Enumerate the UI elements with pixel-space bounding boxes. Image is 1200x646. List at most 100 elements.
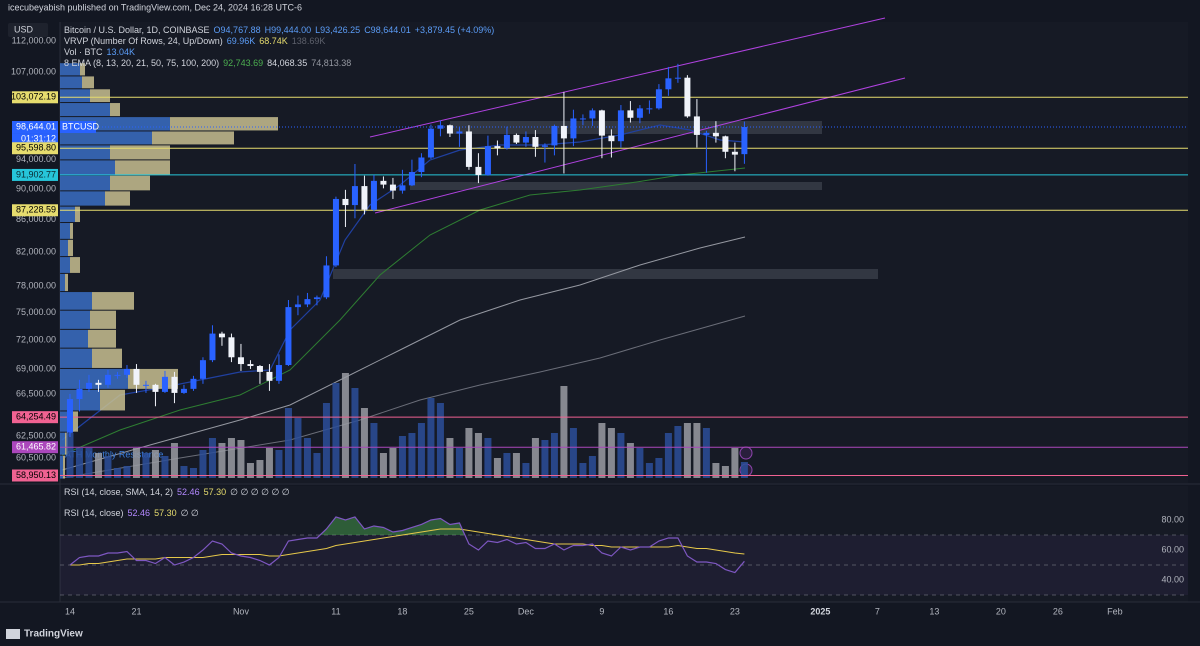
candle-body (741, 127, 748, 155)
candle-body (133, 368, 140, 385)
volume-bar (531, 438, 539, 478)
vrvp-down (170, 117, 278, 131)
candle-body (408, 172, 415, 186)
candle-body (674, 77, 681, 79)
vrvp-down (70, 223, 73, 239)
candle-body (275, 365, 282, 381)
level-label: 64,254.49 (16, 412, 56, 422)
x-tick-label: 23 (730, 606, 740, 616)
currency[interactable]: USD (14, 24, 34, 34)
candle-body (427, 128, 434, 158)
legend-line: Vol · BTC 13.04K (64, 47, 139, 57)
candle-body (560, 125, 567, 139)
volume-bar (85, 448, 93, 478)
x-tick-label: 13 (929, 606, 939, 616)
vrvp-up (60, 223, 70, 239)
candle-body (218, 333, 225, 338)
candle-body (304, 299, 311, 305)
candle-body (247, 364, 254, 367)
volume-bar (569, 428, 577, 478)
vrvp-down (115, 160, 170, 175)
vrvp-up (60, 368, 128, 389)
volume-bar (560, 386, 568, 478)
currency-button[interactable] (8, 23, 48, 37)
close: C98,644.01 (364, 25, 411, 35)
level-label: 58,950.13 (16, 470, 56, 480)
volume-bar (607, 428, 615, 478)
rsi-band (60, 534, 1188, 596)
x-tick-label: Dec (518, 606, 535, 616)
candle-body (351, 186, 358, 206)
vrvp-up (60, 455, 63, 479)
candle-body (456, 131, 463, 134)
icon[interactable] (739, 446, 753, 460)
y-tick-label: 78,000.00 (16, 280, 56, 290)
x-tick-label: 26 (1053, 606, 1063, 616)
vrvp-up (60, 432, 65, 455)
y-tick-label: 72,000.00 (16, 335, 56, 345)
level-label-bg (12, 441, 58, 454)
vrvp-down (110, 145, 170, 160)
low: L93,426.25 (315, 25, 361, 35)
volume-bar (493, 458, 501, 478)
volume-bar (398, 436, 406, 478)
vrvp-up (60, 348, 92, 368)
candle-body (475, 166, 482, 175)
y-tick-label: 62,500.00 (16, 430, 56, 440)
volume-bar (674, 426, 682, 478)
volume-bar (189, 468, 197, 478)
x-tick-label: 20 (996, 606, 1006, 616)
candle-body (693, 116, 700, 135)
vrvp-up (60, 310, 90, 329)
rsi-line (69, 516, 745, 574)
candle-body (342, 198, 349, 206)
volume-bar (446, 438, 454, 478)
volume-bar (294, 418, 302, 478)
candle-body (76, 388, 83, 400)
vrvp-up (60, 145, 110, 160)
volume-bar (664, 433, 672, 478)
countdown: 01:31:12 (21, 133, 56, 143)
open: O94,767.88 (213, 25, 261, 35)
vrvp-down (92, 292, 134, 310)
x-tick-label: 2025 (810, 606, 830, 616)
vrvp-up (60, 257, 70, 273)
volume-bar (598, 423, 606, 478)
volume-bar (626, 443, 634, 478)
vrvp-down (70, 257, 80, 273)
logo-icon (6, 629, 20, 639)
candle-body (266, 371, 273, 381)
volume-bar (208, 438, 216, 478)
candle-body (684, 77, 691, 117)
vrvp-up (60, 206, 75, 223)
candle-body (190, 378, 197, 389)
legend-line: VRVP (Number Of Rows, 24, Up/Down) 69.96K… (64, 36, 329, 46)
vrvp-up (60, 175, 110, 191)
vol: Vol · BTC (64, 47, 103, 57)
candle-body (541, 145, 548, 147)
level-label: 91,902.77 (16, 169, 56, 179)
volume-bar (579, 463, 587, 478)
rsi-pane (60, 486, 1188, 602)
rsi-value: 57.30 (203, 487, 227, 497)
volume-bar (617, 433, 625, 478)
vrvp-down (90, 310, 116, 329)
candle-body (66, 399, 73, 433)
rsi-value: 52.46 (127, 508, 151, 518)
rsi-sma-line (69, 528, 745, 566)
volume-bar (313, 453, 321, 478)
candle-body (589, 110, 596, 119)
volume-bar (332, 383, 340, 478)
volume-bar (541, 440, 549, 478)
volume-bar (474, 433, 482, 478)
candle-body (465, 131, 472, 167)
candle-body (655, 89, 662, 109)
y-tick-label: 107,000.00 (11, 66, 56, 76)
volume-bar (75, 448, 83, 478)
ema-value: 84,068.35 (267, 58, 308, 68)
y-tick-label: 112,000.00 (12, 35, 56, 45)
volume-bar (227, 438, 235, 478)
volume-bar (265, 448, 273, 478)
